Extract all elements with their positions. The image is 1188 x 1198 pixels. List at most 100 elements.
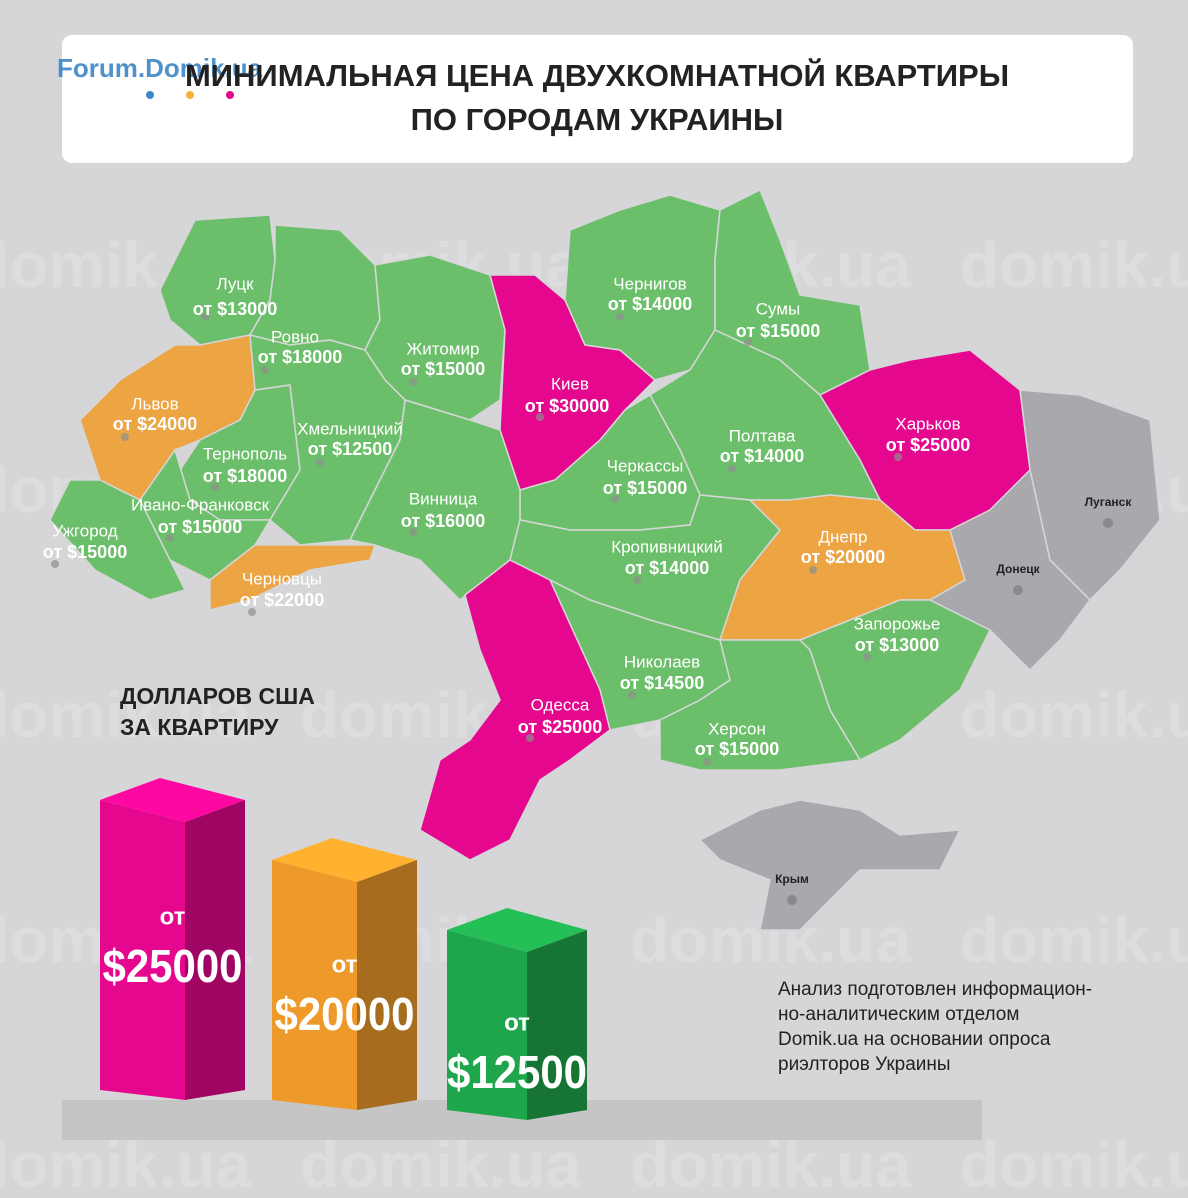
legend-prefix: от — [332, 951, 358, 978]
legend-price: $25000 — [103, 940, 243, 992]
region — [659, 639, 862, 771]
legend-prefix: от — [504, 1009, 530, 1036]
city-dot — [616, 313, 624, 321]
city-price: от $16000 — [401, 511, 485, 531]
city-name: Донецк — [996, 562, 1040, 576]
city-dot — [409, 528, 417, 536]
note-line: риэлторов Украины — [778, 1054, 951, 1075]
watermark: domik.ua — [630, 1129, 911, 1198]
city-name: Чернигов — [613, 274, 686, 293]
legend-title: ЗА КВАРТИРУ — [120, 714, 279, 740]
city-name: Крым — [775, 872, 809, 886]
city-price: от $14000 — [608, 294, 692, 314]
city-dot — [628, 691, 636, 699]
watermark: domik.ua — [960, 904, 1188, 976]
city-price: от $12500 — [308, 439, 392, 459]
city-price: от $22000 — [240, 590, 324, 610]
city-dot — [261, 366, 269, 374]
city-dot — [316, 458, 324, 466]
city-dot — [1013, 585, 1023, 595]
city-name: Сумы — [756, 299, 801, 318]
legend-prefix: от — [160, 903, 186, 930]
city-name: Ужгород — [52, 521, 117, 540]
city-price: от $14000 — [625, 558, 709, 578]
city-name: Черновцы — [242, 569, 322, 588]
region — [209, 544, 377, 611]
title-line: МИНИМАЛЬНАЯ ЦЕНА ДВУХКОМНАТНОЙ КВАРТИРЫ — [185, 57, 1009, 93]
city-dot — [1103, 518, 1113, 528]
cube-side — [185, 800, 245, 1100]
cube-top — [100, 778, 245, 822]
watermark: domik.ua — [960, 679, 1188, 751]
city-name: Николаев — [624, 652, 700, 671]
city-price: от $15000 — [401, 359, 485, 379]
city-dot — [728, 465, 736, 473]
region — [419, 559, 611, 861]
city-price: от $18000 — [258, 347, 342, 367]
watermark: domik.ua — [0, 1129, 251, 1198]
city-dot — [51, 560, 59, 568]
legend: от $25000 от $20000 от $12500 — [100, 778, 587, 1120]
city-dot — [809, 566, 817, 574]
city-price: от $15000 — [603, 478, 687, 498]
city-price: от $15000 — [736, 321, 820, 341]
city-price: от $15000 — [43, 542, 127, 562]
city-dot — [611, 495, 619, 503]
city-name: Хмельницкий — [297, 419, 403, 438]
city-name: Винница — [409, 489, 478, 508]
city-dot — [744, 338, 752, 346]
city-name: Львов — [131, 394, 178, 413]
city-price: от $20000 — [801, 547, 885, 567]
legend-price: $12500 — [447, 1046, 587, 1098]
city-dot — [787, 895, 797, 905]
logo: Forum.Domik.ua — [57, 53, 263, 83]
region — [928, 468, 1091, 672]
cube-front — [447, 930, 527, 1120]
city-name: Тернополь — [203, 444, 287, 463]
cube-front — [100, 800, 185, 1100]
city-name: Черкассы — [607, 456, 684, 475]
note: Анализ подготовлен информацион-но-аналит… — [778, 979, 1092, 1075]
legend-price: $20000 — [275, 988, 415, 1040]
city-price: от $25000 — [886, 435, 970, 455]
region — [49, 479, 187, 601]
city-dot — [409, 378, 417, 386]
city-name: Кропивницкий — [611, 537, 723, 556]
city-price: от $13000 — [193, 299, 277, 319]
city-dot — [166, 534, 174, 542]
city-name: Киев — [551, 374, 589, 393]
legend-title: ДОЛЛАРОВ США — [120, 683, 315, 709]
city-dot — [703, 758, 711, 766]
watermark: domik.ua — [0, 679, 251, 751]
city-dot — [894, 453, 902, 461]
watermark: domik.ua — [960, 229, 1188, 301]
city-dot — [211, 483, 219, 491]
city-dot — [863, 653, 871, 661]
city-name: Полтава — [729, 426, 796, 445]
city-dot — [526, 734, 534, 742]
cube-front — [272, 860, 357, 1110]
city-name: Луганск — [1085, 495, 1133, 509]
note-line: Анализ подготовлен информацион- — [778, 979, 1092, 1000]
note-line: Domik.ua на основании опроса — [778, 1029, 1051, 1050]
city-price: от $15000 — [158, 517, 242, 537]
cube-top — [447, 908, 587, 952]
region — [698, 799, 962, 931]
region — [348, 399, 521, 602]
city-price: от $14500 — [620, 673, 704, 693]
city-name: Ивано-Франковск — [131, 495, 270, 514]
city-price: от $30000 — [525, 396, 609, 416]
city-name: Луцк — [216, 274, 254, 293]
city-dot — [248, 608, 256, 616]
note-line: но-аналитическим отделом — [778, 1004, 1019, 1025]
city-price: от $15000 — [695, 739, 779, 759]
city-price: от $18000 — [203, 466, 287, 486]
cube-side — [527, 930, 587, 1120]
city-name: Днепр — [818, 527, 867, 546]
city-dot — [201, 313, 209, 321]
city-name: Запорожье — [854, 614, 941, 633]
watermark: domik.ua — [960, 1129, 1188, 1198]
